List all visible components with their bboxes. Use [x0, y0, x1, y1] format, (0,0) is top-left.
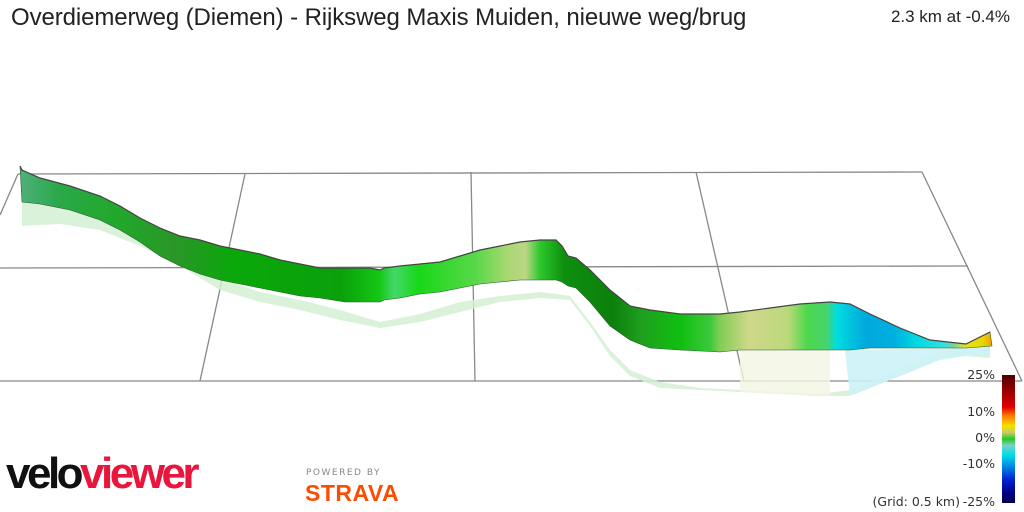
segment-title: Overdiemerweg (Diemen) - Rijksweg Maxis …: [11, 4, 747, 31]
grid-note: (Grid: 0.5 km): [872, 494, 960, 509]
profile-reflection-light: [740, 350, 830, 396]
profile-top-edge: [19, 165, 991, 345]
legend-label-minus-10: -10%: [962, 456, 995, 471]
legend-label-10: 10%: [967, 404, 995, 419]
logo-viewer-text: viewer: [80, 449, 199, 498]
gradient-colorbar: [1002, 375, 1015, 503]
strava-logo[interactable]: STRAVA: [305, 480, 400, 506]
legend-label-minus-25: -25%: [962, 494, 995, 509]
veloviewer-logo[interactable]: veloviewer: [6, 449, 200, 498]
powered-by-label: POWERED BY: [306, 468, 382, 478]
segment-stats: 2.3 km at -0.4%: [890, 7, 1010, 26]
legend-label-0: 0%: [975, 430, 995, 445]
profile-reflection-cyan: [845, 344, 990, 396]
logo-velo-text: velo: [6, 449, 84, 498]
legend-label-25: 25%: [967, 367, 995, 382]
profile-reflection: [22, 200, 990, 396]
profile-ribbon: [19, 165, 993, 353]
